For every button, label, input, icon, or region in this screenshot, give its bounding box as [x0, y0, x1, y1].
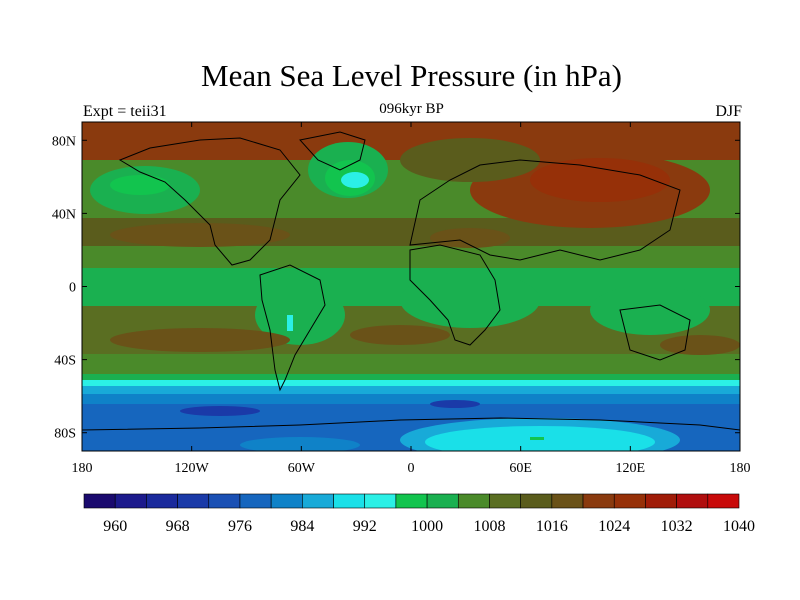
colorbar-label: 960 [103, 518, 127, 535]
experiment-label: Expt = teii31 [83, 103, 167, 120]
colorbar-swatch [177, 493, 210, 509]
colorbar-swatch [114, 493, 147, 509]
x-tick-label: 180 [72, 461, 93, 476]
map-title: Mean Sea Level Pressure (in hPa) [201, 58, 622, 93]
colorbar-label: 1000 [411, 518, 443, 535]
colorbar-label: 976 [228, 518, 252, 535]
axis-ticks: 180 120W 60W 0 60E 120E 180 80N 40N 0 40S 80S [52, 122, 751, 476]
colorbar-label: 1016 [536, 518, 568, 535]
colorbar-swatch [582, 493, 615, 509]
colorbar-swatch [302, 493, 334, 509]
colorbar-swatch [364, 493, 397, 509]
colorbar-swatch [208, 493, 241, 509]
x-tick-label: 120W [175, 461, 210, 476]
y-tick-label: 40S [54, 354, 76, 369]
coastlines [82, 131, 740, 431]
season-label: DJF [715, 103, 742, 120]
colorbar-swatch [239, 493, 272, 509]
colorbar-swatch [489, 493, 521, 509]
x-tick-label: 180 [730, 461, 751, 476]
colorbar-label: 992 [353, 518, 377, 535]
colorbar-label: 1040 [723, 518, 755, 535]
period-label: 096kyr BP [379, 101, 444, 117]
colorbar-label: 968 [166, 518, 190, 535]
colorbar-swatch [270, 493, 303, 509]
colorbar-swatch [551, 493, 584, 509]
colorbar-label: 1024 [598, 518, 630, 535]
colorbar-swatch [426, 493, 459, 509]
y-tick-label: 80S [54, 427, 76, 442]
colorbar-swatch [146, 493, 178, 509]
x-tick-label: 0 [408, 461, 415, 476]
colorbar-swatch [333, 493, 366, 509]
x-tick-label: 60W [288, 461, 316, 476]
colorbar-swatch [395, 493, 428, 509]
colorbar-swatch [676, 493, 709, 509]
colorbar-label: 1008 [473, 518, 505, 535]
x-tick-label: 120E [616, 461, 646, 476]
y-tick-label: 80N [52, 134, 76, 149]
y-tick-label: 40N [52, 207, 76, 222]
colorbar-swatch [707, 493, 740, 509]
colorbar-swatch [520, 493, 553, 509]
colorbar-label: 984 [290, 518, 314, 535]
y-tick-label: 0 [69, 281, 76, 296]
colorbar-label: 1032 [661, 518, 693, 535]
colorbar-swatch [457, 493, 490, 509]
colorbar: 960 968 976 984 992 1000 1008 1016 1024 1032 1040 [83, 493, 755, 535]
pressure-field [82, 122, 740, 451]
colorbar-swatch [613, 493, 646, 509]
colorbar-swatch [83, 493, 116, 509]
colorbar-swatch [645, 493, 677, 509]
x-tick-label: 60E [509, 461, 532, 476]
